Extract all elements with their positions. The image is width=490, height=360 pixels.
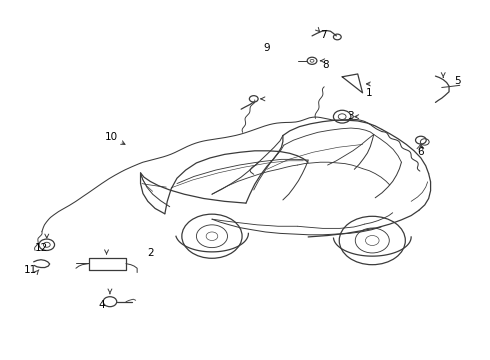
Text: 7: 7 [320,30,327,40]
Text: 11: 11 [24,265,37,275]
Text: 12: 12 [35,243,49,253]
Text: 10: 10 [105,132,118,141]
Text: 3: 3 [347,111,354,121]
Text: 2: 2 [147,248,153,258]
Text: 9: 9 [264,42,270,53]
Text: 6: 6 [417,147,424,157]
Text: 4: 4 [98,300,105,310]
Text: 8: 8 [322,60,328,70]
Text: 5: 5 [455,76,461,86]
Text: 1: 1 [366,88,372,98]
